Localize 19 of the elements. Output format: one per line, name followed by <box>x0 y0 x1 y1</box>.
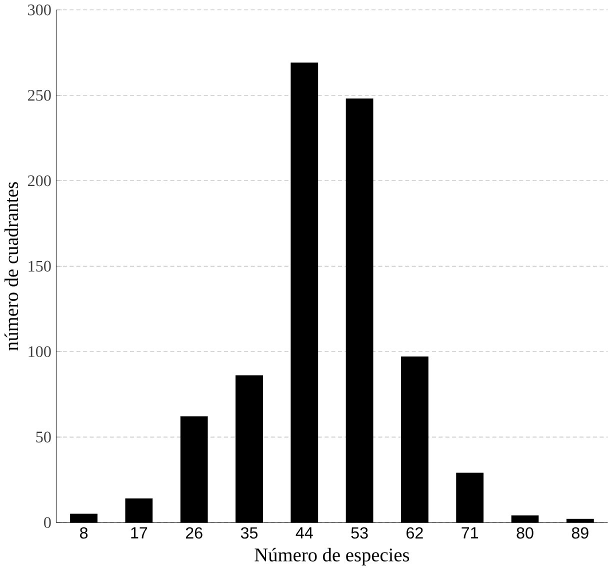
x-tick-label: 62 <box>406 527 423 539</box>
x-tick-label: 53 <box>351 527 368 539</box>
y-tick-label: 250 <box>28 90 51 101</box>
x-tick-label: 17 <box>131 527 148 538</box>
y-tick-label: 100 <box>28 346 51 358</box>
y-tick-label: 300 <box>28 4 51 16</box>
y-tick-label: 50 <box>36 432 51 443</box>
x-tick-label: 26 <box>186 527 202 539</box>
y-axis-title: número de cuadrantes <box>4 182 18 351</box>
y-tick-label: 150 <box>28 260 51 272</box>
y-tick-label: 200 <box>28 175 51 186</box>
x-tick-label: 89 <box>572 527 588 539</box>
x-tick-label: 71 <box>462 527 478 538</box>
x-tick-label: 44 <box>296 527 313 538</box>
x-tick-label: 80 <box>516 527 534 539</box>
y-tick-label: 0 <box>44 517 51 528</box>
x-tick-label: 35 <box>240 527 258 539</box>
x-axis-title: Número de especies <box>254 548 410 566</box>
x-tick-label: 8 <box>80 527 88 539</box>
